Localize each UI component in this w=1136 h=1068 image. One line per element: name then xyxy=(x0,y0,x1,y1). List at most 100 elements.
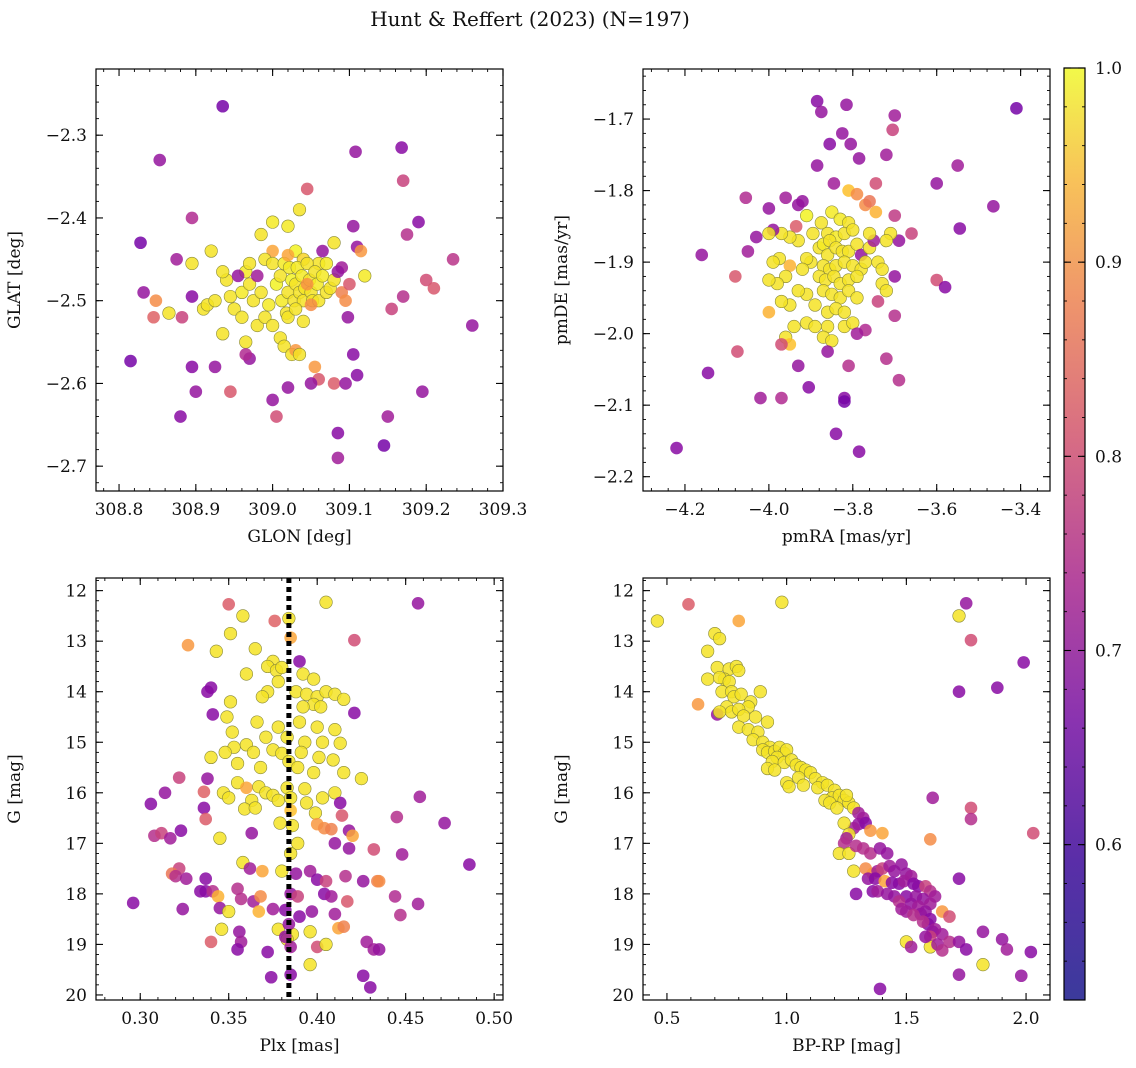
scatter-point xyxy=(1014,969,1028,983)
scatter-point xyxy=(381,410,395,423)
scatter-point xyxy=(905,227,918,240)
scatter-point xyxy=(176,902,190,916)
scatter-point xyxy=(266,318,280,333)
scatter-point xyxy=(277,339,291,353)
scatter-point xyxy=(298,782,312,796)
scatter-point xyxy=(825,205,839,219)
x-axis-label: GLON [deg] xyxy=(247,527,351,547)
scatter-point xyxy=(691,698,705,711)
scatter-point xyxy=(300,256,314,271)
scatter-point xyxy=(222,791,236,805)
scatter-point xyxy=(256,864,269,878)
scatter-point xyxy=(850,291,864,305)
scatter-point xyxy=(701,644,715,658)
scatter-point xyxy=(179,872,193,886)
scatter-point xyxy=(316,244,329,258)
scatter-point xyxy=(185,211,199,225)
scatter-point xyxy=(995,933,1009,946)
scatter-point xyxy=(216,327,230,341)
scatter-point xyxy=(875,262,889,276)
scatter-point xyxy=(1026,826,1040,840)
scatter-point xyxy=(149,294,163,307)
scatter-point xyxy=(814,216,828,230)
colorbar-gradient xyxy=(1063,67,1086,1001)
scatter-point xyxy=(953,222,967,235)
scatter-point xyxy=(951,159,964,172)
y-tick-label: 18 xyxy=(612,885,634,905)
scatter-point xyxy=(303,925,317,939)
scatter-point xyxy=(253,760,268,775)
scatter-point xyxy=(713,632,727,646)
scatter-point xyxy=(170,253,183,266)
scatter-point xyxy=(174,410,187,423)
scatter-point xyxy=(789,220,803,233)
x-tick-label: 1.5 xyxy=(893,1009,920,1029)
scatter-point xyxy=(126,896,140,910)
scatter-point xyxy=(185,360,199,374)
scatter-point xyxy=(800,209,814,223)
scatter-point xyxy=(337,920,351,934)
scatter-point xyxy=(181,638,195,652)
scatter-point xyxy=(850,237,864,251)
scatter-point xyxy=(419,273,433,287)
scatter-point xyxy=(231,882,244,896)
scatter-point xyxy=(209,644,223,658)
scatter-point xyxy=(281,310,295,324)
scatter-point xyxy=(416,385,429,399)
scatter-point xyxy=(331,265,345,279)
scatter-point xyxy=(326,753,340,767)
scatter-point xyxy=(791,284,805,298)
scatter-point xyxy=(1000,943,1014,956)
scatter-point xyxy=(299,796,314,810)
scatter-point xyxy=(343,277,356,291)
scatter-point xyxy=(897,874,911,888)
colorbar-tick-label: 0.9 xyxy=(1095,253,1122,273)
scatter-point xyxy=(144,797,158,811)
scatter-point xyxy=(775,338,788,351)
scatter-point xyxy=(346,219,360,233)
y-axis-label: G [mag] xyxy=(5,754,25,823)
scatter-point xyxy=(189,385,203,399)
scatter-point xyxy=(243,862,257,875)
scatter-point xyxy=(377,439,391,452)
scatter-point xyxy=(273,269,287,283)
scatter-point xyxy=(774,294,789,309)
scatter-point xyxy=(888,109,902,122)
scatter-point xyxy=(271,674,285,689)
scatter-point xyxy=(880,148,893,162)
y-tick-label: 17 xyxy=(612,834,634,854)
scatter-point xyxy=(850,327,864,340)
x-tick-label: 309.1 xyxy=(325,500,374,520)
scatter-point xyxy=(222,904,236,919)
scatter-point xyxy=(327,377,341,390)
scatter-point xyxy=(153,153,167,167)
scatter-point xyxy=(446,253,460,266)
scatter-point xyxy=(880,847,894,860)
scatter-point xyxy=(713,705,727,719)
scatter-point xyxy=(331,451,345,465)
scatter-point xyxy=(319,256,333,271)
scatter-point xyxy=(844,137,857,151)
figure-title: Hunt & Reffert (2023) (N=197) xyxy=(370,7,690,31)
scatter-points xyxy=(670,94,1023,458)
y-tick-label: 13 xyxy=(612,632,634,652)
scatter-point xyxy=(762,226,776,241)
scatter-point xyxy=(266,244,279,258)
scatter-point xyxy=(943,935,956,949)
scatter-point xyxy=(943,910,956,923)
scatter-point xyxy=(242,277,257,291)
proper-motion-scatter-panel: −4.2 −4.0 −3.8 −3.6 −3.4 −1.7 −1.8 −1.9 −2.0 −2.1… xyxy=(552,68,1051,547)
scatter-point xyxy=(315,735,330,749)
scatter-point xyxy=(1024,945,1038,959)
scatter-point xyxy=(220,710,234,724)
y-tick-label: 12 xyxy=(65,582,87,602)
x-tick-label: 309.3 xyxy=(479,500,528,520)
y-tick-label: 17 xyxy=(65,834,87,854)
scatter-point xyxy=(762,273,776,287)
scatter-point xyxy=(838,395,851,408)
scatter-point xyxy=(782,780,796,794)
colorbar-tick-label: 0.6 xyxy=(1095,836,1122,856)
y-tick-label: 19 xyxy=(65,935,87,955)
scatter-point xyxy=(319,937,333,952)
scatter-point xyxy=(331,426,345,440)
